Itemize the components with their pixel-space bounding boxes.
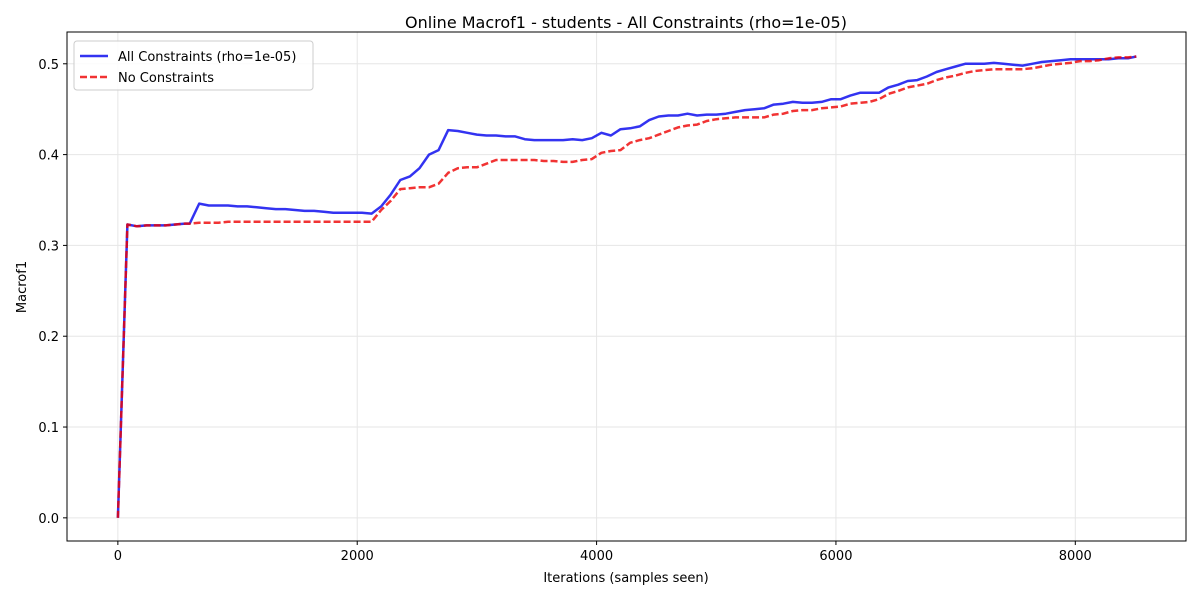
x-tick-label: 4000: [580, 549, 613, 564]
y-tick-label: 0.5: [38, 58, 59, 73]
plot-frame: [66, 31, 1187, 542]
x-tick-label: 6000: [819, 549, 852, 564]
y-axis-ticks: 0.0 0.1 0.2 0.3 0.4 0.5: [38, 58, 67, 527]
grid: [67, 32, 1186, 541]
y-tick-label: 0.4: [38, 149, 59, 164]
series-line-no-constraints: [116, 55, 1137, 518]
x-axis-label: Iterations (samples seen): [543, 571, 708, 586]
x-tick-label: 8000: [1059, 549, 1092, 564]
series-line-all-constraints: [116, 55, 1137, 518]
x-tick-label: 0: [114, 549, 122, 564]
legend-box: [73, 40, 314, 91]
x-axis-ticks: 0 2000 4000 6000 8000: [114, 541, 1092, 564]
legend-label-no-constraints: No Constraints: [118, 71, 214, 86]
y-tick-label: 0.0: [38, 512, 59, 527]
y-tick-label: 0.1: [38, 421, 59, 436]
y-tick-label: 0.2: [38, 330, 59, 345]
chart-title: Online Macrof1 - students - All Constrai…: [405, 13, 847, 32]
y-tick-label: 0.3: [38, 239, 59, 254]
y-axis-label: Macrof1: [15, 261, 30, 313]
legend-label-all-constraints: All Constraints (rho=1e-05): [118, 50, 296, 65]
x-tick-label: 2000: [341, 549, 374, 564]
plot-lines: [116, 55, 1137, 518]
legend: All Constraints (rho=1e-05) No Constrain…: [73, 40, 314, 91]
